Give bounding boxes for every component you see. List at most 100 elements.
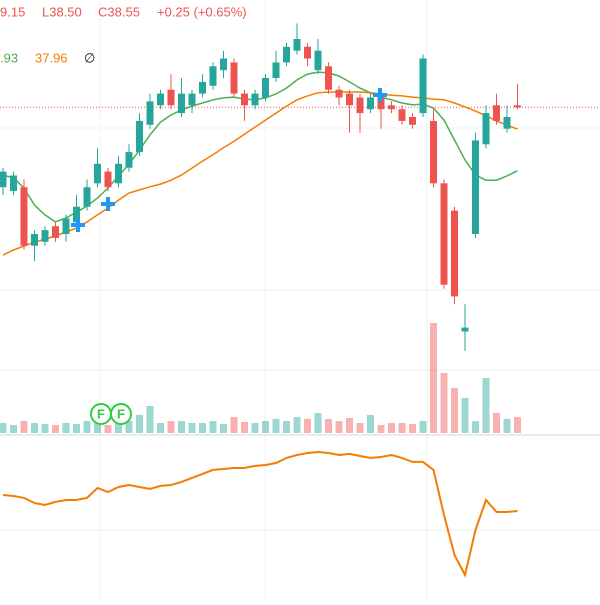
candle-body	[209, 66, 217, 86]
volume-bar	[314, 413, 322, 433]
volume-bar	[83, 421, 91, 433]
candle-body	[482, 113, 490, 145]
candle-body	[367, 97, 374, 110]
event-marker	[110, 403, 132, 425]
indicator-line	[2, 450, 518, 578]
candle-body	[493, 105, 500, 121]
candle-body	[335, 89, 343, 98]
candle-body	[125, 152, 133, 168]
legend-change: +0.25 (+0.65%)	[157, 4, 247, 19]
volume-bar	[304, 419, 311, 433]
volume-bar	[377, 425, 385, 433]
candle-body	[293, 39, 301, 51]
candle-body	[178, 93, 185, 114]
candle-body	[419, 58, 427, 114]
legend-symbol: ∅	[84, 50, 95, 65]
candle-body	[94, 163, 101, 184]
candle-body	[388, 105, 395, 110]
candle-body	[230, 62, 238, 94]
candle-body	[10, 175, 17, 192]
volume-bar	[262, 421, 269, 433]
volume-bar	[31, 423, 38, 433]
candle-body	[136, 120, 143, 153]
candle-body	[409, 117, 416, 125]
volume-bar	[283, 421, 290, 433]
volume-bar	[356, 423, 364, 433]
volume-bar	[146, 406, 154, 433]
volume-bar	[188, 423, 196, 433]
legend-close: C38.55	[98, 4, 140, 19]
legend-high: 9.15	[0, 4, 25, 19]
candle-body	[283, 46, 290, 63]
candle-body	[20, 187, 28, 246]
event-marker-label: F	[117, 406, 125, 421]
volume-bar	[104, 425, 112, 433]
volume-bar	[94, 419, 101, 433]
volume-bar	[493, 413, 500, 433]
volume-bar	[41, 424, 49, 433]
volume-bar	[157, 423, 164, 433]
candle-body	[104, 171, 112, 188]
candle-body	[31, 234, 38, 246]
volume-bar	[430, 323, 437, 433]
volume-bar	[451, 388, 458, 433]
volume-bar	[20, 421, 28, 433]
candle-body	[346, 93, 353, 106]
volume-bar	[115, 424, 122, 433]
volume-bar	[251, 423, 259, 433]
volume-bar	[241, 422, 248, 433]
volume-bar	[325, 419, 332, 433]
volume-bar	[220, 424, 227, 433]
candle-body	[472, 140, 479, 234]
volume-bar	[52, 425, 59, 433]
candle-body	[440, 183, 448, 285]
volume-bar	[125, 421, 133, 433]
volume-bar	[293, 417, 301, 433]
candle-body	[220, 58, 227, 71]
volume-bar	[335, 421, 343, 433]
candle-body	[398, 109, 406, 121]
volume-bar	[461, 398, 469, 433]
buy-signal	[71, 218, 85, 232]
volume-bar	[409, 424, 416, 433]
buy-signal	[373, 88, 387, 102]
buy-signal	[101, 197, 115, 211]
candle-body	[146, 101, 154, 125]
candle-body	[503, 117, 511, 129]
volume-bar	[0, 423, 7, 433]
volume-bar	[272, 419, 280, 433]
volume-bar	[388, 423, 395, 433]
legend: 9.15 L38.50 C38.55 +0.25 (+0.65%) .93 37…	[0, 4, 247, 65]
moving-average	[2, 71, 518, 223]
candle-body	[0, 171, 7, 188]
volume-bar	[367, 415, 374, 433]
signals	[71, 88, 387, 232]
candle-body	[272, 62, 280, 78]
candle-body	[314, 50, 322, 71]
volume-bar	[503, 419, 511, 433]
volume-bar	[73, 424, 80, 433]
volume-bar	[482, 378, 490, 433]
volume-bar	[440, 373, 448, 433]
volume-bar	[209, 421, 217, 433]
candle-body	[377, 97, 385, 110]
legend-low: L38.50	[42, 4, 82, 19]
legend-ma-slow: 37.96	[35, 50, 68, 65]
event-marker-label: F	[97, 406, 105, 421]
legend-ma-fast: .93	[0, 50, 18, 65]
candle-body	[514, 105, 521, 108]
volume-bar	[398, 423, 406, 433]
candle-body	[304, 46, 311, 59]
candle-body	[157, 93, 164, 106]
candle-body	[241, 93, 248, 106]
moving-average	[2, 91, 518, 256]
volume-bar	[167, 421, 175, 433]
volume-bar	[472, 421, 479, 433]
volume-bar	[230, 417, 238, 433]
volume-bar	[199, 423, 206, 433]
candle-body	[199, 81, 206, 94]
candle-body	[115, 163, 122, 184]
volume-bar	[346, 418, 353, 433]
